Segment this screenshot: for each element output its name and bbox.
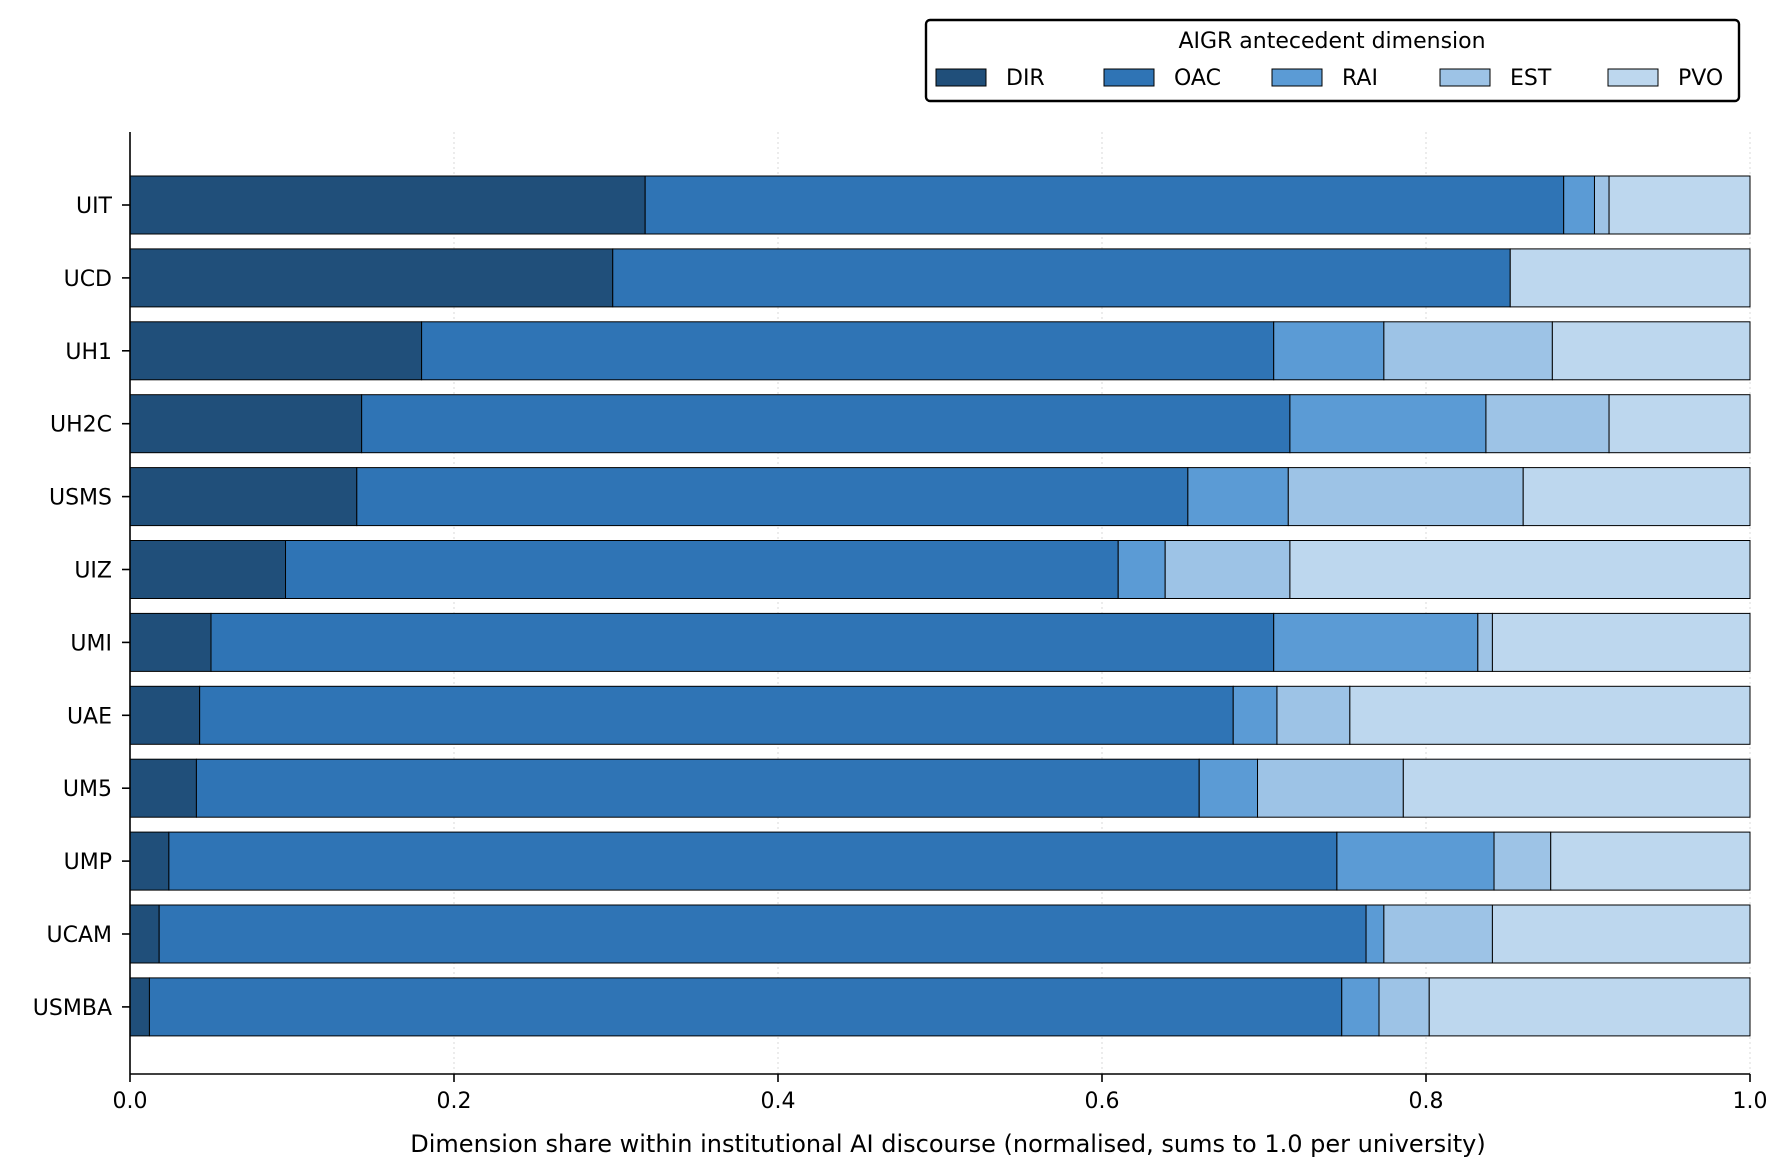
y-tick-label-uit: UIT [76,194,113,219]
bar-uh1-pvo [1551,321,1751,381]
x-tick-label-1: 0.2 [437,1089,472,1114]
bar-uh1-rai [1273,321,1385,381]
bar-um5-dir [129,758,197,818]
bar-uiz-oac [285,540,1119,599]
bar-ump-dir [129,831,170,891]
bar-umi-dir [129,612,212,672]
legend-swatch-oac [1103,68,1155,87]
bar-uit-dir [129,175,646,235]
legend: AIGR antecedent dimension DIR OAC RAI EST PV… [924,18,1741,103]
bar-umi-pvo [1491,612,1751,672]
legend-swatch-est [1439,68,1491,87]
bar-uiz-pvo [1289,540,1751,599]
y-tick-label-uiz: UIZ [74,559,112,584]
bar-usms-dir [129,467,358,527]
bar-usmba-est [1378,977,1430,1037]
x-axis-title: Dimension share within institutional AI … [410,1130,1485,1158]
y-tick-label-ucam: UCAM [47,923,113,948]
bar-usms-pvo [1522,467,1751,527]
bar-ucd-pvo [1509,248,1751,308]
bar-uit-est [1593,175,1610,235]
bar-um5-rai [1198,758,1259,818]
y-tick-label-usmba: USMBA [33,996,112,1021]
bar-uae-oac [199,685,1234,745]
bar-umi-oac [210,612,1275,672]
x-tick-label-3: 0.6 [1085,1089,1120,1114]
bar-uh1-est [1383,321,1553,381]
bar-uh2c-oac [361,394,1291,454]
x-tick-label-4: 0.8 [1409,1089,1444,1114]
legend-swatch-rai [1271,68,1323,87]
bar-uae-pvo [1349,685,1751,745]
bar-ump-est [1493,831,1552,891]
bar-ucd-oac [612,248,1511,308]
legend-label-dir: DIR [1006,66,1045,91]
legend-swatch-pvo [1607,68,1659,87]
y-tick-label-usms: USMS [49,486,112,511]
bar-um5-pvo [1402,758,1751,818]
y-tick-label-uh2c: UH2C [50,413,112,438]
bar-uh2c-rai [1289,394,1487,454]
axes: 0.0 0.2 0.4 0.6 0.8 1.0 UIT UCD UH1 UH2C USMS UIZ UM… [33,132,1768,1114]
bar-ucd-dir [129,248,614,308]
bar-usms-oac [356,467,1189,527]
bar-uae-dir [129,685,201,745]
bar-ump-pvo [1550,831,1751,891]
bar-uh2c-pvo [1608,394,1751,454]
bar-um5-est [1257,758,1404,818]
y-tick-label-ucd: UCD [64,267,112,292]
legend-label-rai: RAI [1342,66,1378,91]
bar-uit-pvo [1608,175,1751,235]
bar-usmba-dir [129,977,150,1037]
y-tick-label-ump: UMP [64,850,112,875]
legend-label-oac: OAC [1174,66,1221,91]
bar-um5-oac [195,758,1200,818]
bar-ucam-oac [158,904,1367,964]
x-tick-label-0: 0.0 [113,1089,148,1114]
bar-usmba-pvo [1428,977,1751,1037]
y-tick-label-uh1: UH1 [65,340,112,365]
y-tick-label-um5: UM5 [63,777,112,802]
bar-uh1-oac [421,321,1275,381]
bar-umi-est [1477,612,1493,672]
bar-usms-rai [1187,467,1289,527]
y-tick-label-umi: UMI [70,631,112,656]
bar-ucam-dir [129,904,160,964]
bar-uit-oac [644,175,1565,235]
x-tick-label-2: 0.4 [761,1089,796,1114]
bar-uiz-rai [1117,540,1166,599]
legend-items: DIR OAC RAI EST PVO [935,66,1723,91]
bar-usmba-rai [1341,977,1380,1037]
legend-swatch-dir [935,68,987,87]
bar-ump-rai [1336,831,1495,891]
bar-uh1-dir [129,321,423,381]
legend-label-est: EST [1510,66,1552,91]
bar-uiz-est [1164,540,1291,599]
bar-uh2c-dir [129,394,363,454]
y-tick-label-uae: UAE [67,704,112,729]
bar-ucam-pvo [1491,904,1751,964]
bar-uh2c-est [1485,394,1610,454]
bar-uae-rai [1232,685,1278,745]
bar-umi-rai [1273,612,1479,672]
bar-uit-rai [1563,175,1595,235]
bar-usmba-oac [148,977,1343,1037]
legend-label-pvo: PVO [1678,66,1723,91]
bars [129,175,1751,1037]
bar-uae-est [1276,685,1351,745]
bar-uiz-dir [129,540,287,599]
bar-usms-est [1287,467,1524,527]
bar-ump-oac [168,831,1338,891]
x-tick-label-5: 1.0 [1733,1089,1768,1114]
bar-ucam-rai [1365,904,1385,964]
legend-title: AIGR antecedent dimension [1178,29,1485,54]
bar-ucam-est [1383,904,1493,964]
